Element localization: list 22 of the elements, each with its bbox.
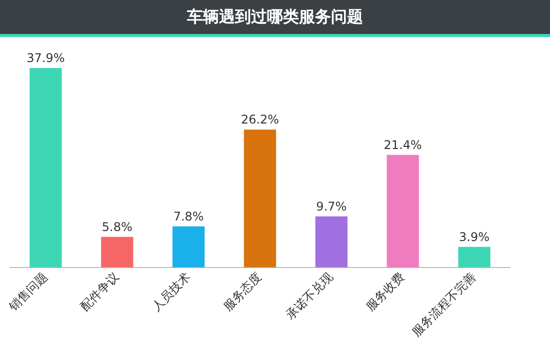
- x-tick-label: 销售问题: [6, 270, 50, 314]
- data-label: 21.4%: [384, 138, 422, 152]
- bar: [101, 236, 134, 268]
- bar: [30, 68, 62, 268]
- x-tick-label: 服务流程不完善: [409, 270, 479, 340]
- x-tick-label: 配件争议: [78, 270, 122, 314]
- x-tick-label: 承诺不兑现: [283, 270, 336, 322]
- x-tick-label: 服务收费: [363, 270, 408, 314]
- data-label: 37.9%: [26, 51, 65, 66]
- bar: [244, 130, 276, 268]
- bar: [172, 226, 205, 268]
- chart-title: 车辆遇到过哪类服务问题: [187, 6, 363, 28]
- data-label: 5.8%: [102, 220, 132, 234]
- data-label: 9.7%: [316, 200, 347, 214]
- bar: [315, 216, 348, 268]
- data-label: 7.8%: [173, 210, 204, 224]
- data-label: 3.9%: [459, 230, 490, 244]
- bar: [386, 154, 419, 268]
- data-label: 26.2%: [240, 112, 280, 127]
- x-tick-label: 人员技术: [149, 270, 193, 314]
- x-tick-label: 服务态度: [220, 270, 264, 314]
- bar: [458, 246, 490, 268]
